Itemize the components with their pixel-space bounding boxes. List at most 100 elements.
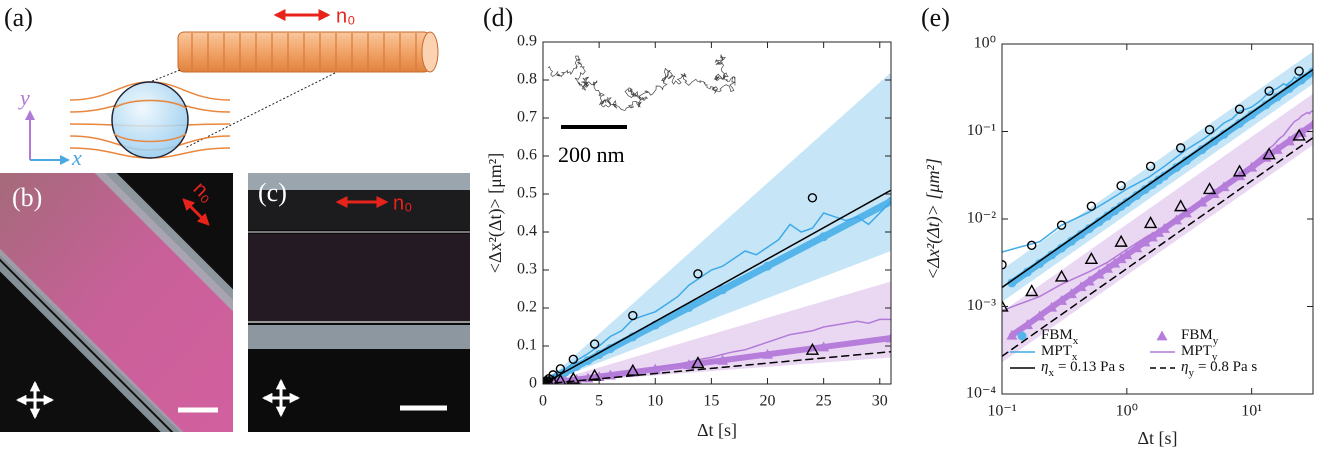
data-point — [1292, 128, 1306, 141]
x-tick-label: 10 — [647, 393, 663, 410]
legend-name: η — [1181, 359, 1188, 375]
data-point — [1139, 236, 1151, 247]
data-point — [1007, 278, 1017, 288]
x-axis-label: Δt [s] — [697, 420, 737, 440]
data-point — [1075, 281, 1087, 292]
data-point — [762, 348, 774, 359]
panel-label: (b) — [12, 183, 42, 212]
x-tick-label: 10⁻¹ — [987, 403, 1016, 420]
legend-subscript: x — [1048, 367, 1054, 379]
data-point — [1295, 126, 1307, 137]
panel-a: (a) n₀ y x — [4, 3, 439, 170]
panel-label: (d) — [483, 3, 513, 32]
data-point — [1247, 110, 1257, 120]
plot-area — [1002, 51, 1313, 363]
data-point — [807, 193, 818, 203]
data-point — [1181, 156, 1191, 166]
data-point — [548, 370, 558, 380]
data-point — [1262, 147, 1276, 160]
y-axis-label: <Δx²(Δt)> [μm²] — [923, 158, 944, 280]
legend-value: = 0.8 Pa s — [1198, 359, 1257, 375]
data-point — [684, 302, 694, 312]
data-point — [1066, 236, 1076, 246]
y-tick-label: 0.5 — [517, 185, 537, 202]
data-point — [1101, 262, 1113, 273]
polarizer-cross — [15, 380, 55, 420]
legend-entry: MPTx — [1010, 343, 1078, 363]
y-tick-label: 0 — [529, 375, 537, 392]
data-point — [1172, 162, 1182, 172]
series-line — [543, 189, 891, 384]
data-point — [1173, 199, 1188, 212]
legend-entry: MPTy — [1150, 343, 1218, 363]
x-tick-label: 15 — [703, 393, 719, 410]
data-point — [1006, 329, 1018, 340]
panel-c: (c) n₀ — [248, 173, 470, 432]
data-point — [1056, 295, 1068, 305]
data-point — [589, 339, 600, 349]
legend-subscript: y — [1213, 335, 1219, 347]
series-line — [1002, 110, 1313, 312]
data-point — [1034, 310, 1046, 321]
panel-label: (c) — [258, 178, 287, 207]
legend-label: ηy = 0.8 Pa s — [1181, 359, 1257, 378]
legend-value: = 0.13 Pa s — [1058, 359, 1125, 375]
chart: 200 nm 0 5 10 15 20 25 30 0 0.1 0.2 0.3 0.4 0.5 0.6 0.7… — [483, 3, 892, 440]
series-line — [543, 318, 891, 384]
data-point — [1175, 143, 1186, 153]
data-point — [1246, 161, 1258, 172]
x-tick-label: 5 — [595, 393, 603, 410]
confidence-band — [1002, 93, 1313, 363]
inset-scale-label: 200 nm — [558, 142, 625, 167]
data-point — [555, 364, 566, 374]
data-point — [1294, 66, 1304, 76]
legend-label: ηx = 0.13 Pa s — [1041, 359, 1125, 378]
data-point — [587, 368, 602, 381]
data-point — [1046, 301, 1058, 312]
legend-subscript: x — [1072, 351, 1078, 363]
y-axis-label: <Δx²(Δt)> [μm²] — [485, 153, 506, 273]
y-tick-label: 0.2 — [517, 299, 537, 316]
data-point — [1084, 224, 1094, 234]
y-axis-symbol: y — [18, 85, 30, 110]
data-point — [1197, 145, 1207, 155]
confidence-band — [543, 281, 891, 384]
data-point — [1084, 251, 1099, 264]
legend-entry: FBMx — [1017, 327, 1079, 347]
data-point — [693, 269, 703, 279]
y-tick-label: 0.7 — [517, 109, 537, 126]
data-point — [1283, 135, 1295, 146]
y-tick-label: 0.8 — [517, 71, 537, 88]
panel-b: (b) n₀ — [0, 173, 233, 432]
legend-entry: FBMy — [1156, 327, 1219, 347]
particle — [111, 81, 189, 159]
data-point — [1202, 182, 1217, 195]
data-point — [1083, 275, 1095, 286]
x-tick-label: 10⁰ — [1116, 403, 1138, 420]
data-point — [568, 354, 579, 364]
y-tick-label: 10⁻¹ — [967, 122, 996, 139]
x-tick-label: 20 — [760, 393, 776, 410]
y-tick-label: 0.1 — [517, 337, 537, 354]
data-point — [1132, 190, 1142, 200]
data-point — [605, 344, 615, 354]
data-point — [1131, 242, 1143, 253]
data-point — [1025, 284, 1039, 297]
data-point — [1272, 92, 1282, 102]
y-tick-label: 0.4 — [517, 223, 537, 240]
x-tick-label: 25 — [816, 393, 832, 410]
data-point — [1094, 217, 1104, 227]
data-point — [566, 371, 580, 384]
data-point — [1022, 267, 1032, 277]
x-tick-label: 0 — [539, 393, 547, 410]
data-point — [1159, 171, 1169, 181]
y-tick-label: 0.6 — [517, 147, 537, 164]
legend-entry: ηx = 0.13 Pa s — [1010, 359, 1125, 379]
data-point — [1284, 84, 1294, 94]
data-point — [1115, 253, 1127, 264]
data-point — [1065, 288, 1077, 299]
data-point — [1261, 100, 1271, 110]
legend-name: FBM — [1041, 327, 1073, 343]
y-tick-label: 10⁻² — [967, 210, 996, 227]
data-point — [1143, 216, 1158, 229]
